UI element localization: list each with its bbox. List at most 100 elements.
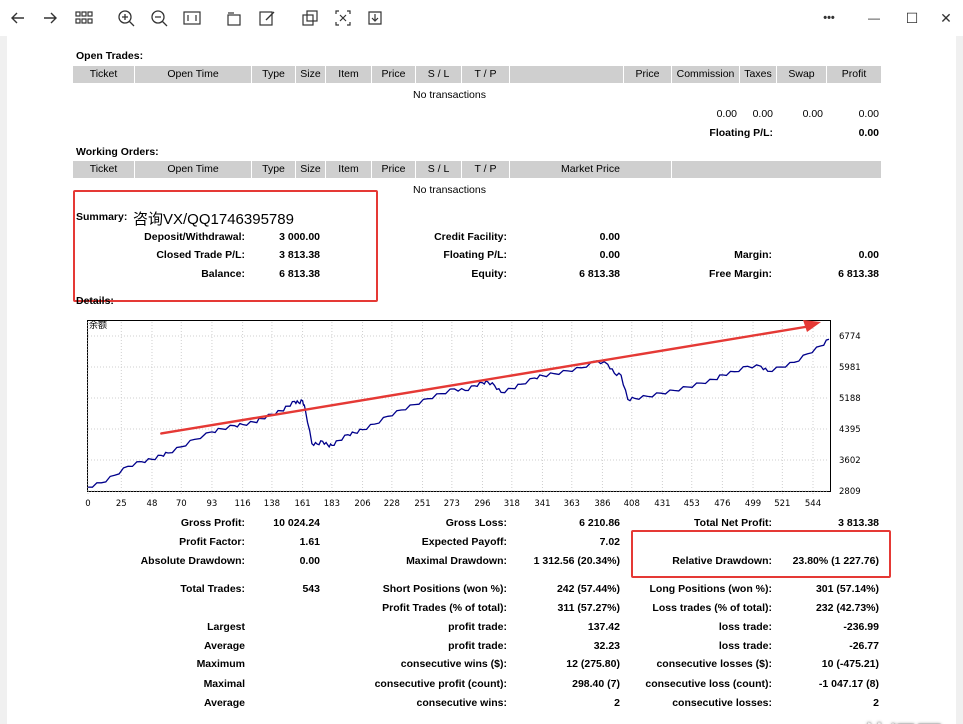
x-tick-label: 431 [654,499,670,509]
grid-view-button[interactable] [72,6,96,30]
balance-chart: 0 25 48 70 93 116 138 161 183 206 228 251 273 296 318 3… [85,319,861,509]
grid-icon [75,11,93,24]
rotate-button[interactable] [222,6,246,30]
profit-trades-label: Profit Trades (% of total): [382,602,507,614]
trend-arrow-line [160,324,813,435]
total-trades-label: Total Trades: [180,583,245,595]
average-profit-value: 32.23 [593,640,620,652]
details-title: Details: [76,295,114,307]
x-tick-label: 341 [534,499,550,509]
zoom-out-icon [151,10,168,27]
col-price-2: Price [624,66,672,83]
x-tick-label: 138 [264,499,280,509]
open-floating-value: 0.00 [858,127,879,139]
zoom-in-button[interactable] [114,6,138,30]
equity-value: 6 813.38 [579,268,620,280]
margin-value: 0.00 [858,249,879,261]
profit-trades-value: 311 (57.27%) [557,602,620,614]
more-button[interactable]: ••• [817,6,841,30]
average-loss-value: -26.77 [849,640,879,652]
back-button[interactable] [6,6,30,30]
col-tp: T / P [462,66,510,83]
x-tick-label: 228 [384,499,400,509]
balance-value: 6 813.38 [279,268,320,280]
maximize-icon: ☐ [905,9,919,26]
copy-icon [302,10,318,26]
fit-page-button[interactable] [180,6,204,30]
abs-drawdown-label: Absolute Drawdown: [140,555,245,567]
x-tick-label: 296 [474,499,490,509]
x-tick-label: 499 [745,499,761,509]
rel-drawdown-label: Relative Drawdown: [672,555,772,567]
save-icon [368,11,382,25]
credit-label: Credit Facility: [434,231,507,243]
avg-cons-wins-value: 2 [614,697,620,709]
deposit-value: 3 000.00 [279,231,320,243]
site-watermark: 518外汇网 [816,716,943,724]
edit-button[interactable] [255,6,279,30]
maximal-profit-label: consecutive profit (count): [374,678,507,690]
col-type: Type [252,66,296,83]
maximize-button[interactable]: ☐ [900,6,924,30]
x-tick-label: 48 [147,499,158,509]
copy-button[interactable] [298,6,322,30]
y-tick-label: 2809 [839,487,861,497]
x-tick-label: 453 [684,499,700,509]
trend-arrow-head [803,320,821,332]
open-trades-header: Ticket Open Time Type Size Item Price S … [73,66,882,83]
forward-button[interactable] [38,6,62,30]
avg-cons-wins-label: consecutive wins: [416,697,507,709]
open-floating-label: Floating P/L: [709,127,773,139]
y-tick-label: 3602 [839,456,861,466]
rel-drawdown-value: 23.80% (1 227.76) [792,555,879,567]
maximal-loss-value: -1 047.17 (8) [818,678,879,690]
y-tick-label: 5981 [839,363,861,373]
total-trades-value: 543 [302,583,320,595]
gross-loss-value: 6 210.86 [579,517,620,529]
viewer-toolbar: ••• — ☐ ✕ [0,0,963,36]
x-tick-label: 0 [85,499,90,509]
forward-icon [44,12,57,24]
x-tick-label: 161 [294,499,310,509]
col-ticket: Ticket [73,66,135,83]
crop-button[interactable] [331,6,355,30]
long-positions-value: 301 (57.14%) [815,583,879,595]
maximal-profit-value: 298.40 (7) [572,678,620,690]
free-margin-label: Free Margin: [708,268,772,280]
y-tick-label: 6774 [839,332,861,342]
max-cons-wins-value: 12 (275.80) [566,658,620,670]
expected-payoff-value: 7.02 [599,536,620,548]
rotate-icon [227,12,241,26]
crop-icon [335,10,351,26]
close-button[interactable]: ✕ [934,6,958,30]
max-drawdown-value: 1 312.56 (20.34%) [533,555,620,567]
minimize-icon: — [868,11,880,25]
floating-value: 0.00 [599,249,620,261]
y-tick-label: 5188 [839,394,861,404]
max-cons-wins-label: consecutive wins ($): [400,658,507,670]
avg-cons-losses-value: 2 [873,697,879,709]
x-tick-label: 363 [564,499,580,509]
back-icon [11,12,24,24]
right-scrollbar[interactable] [956,36,963,724]
zoom-out-button[interactable] [147,6,171,30]
abs-drawdown-value: 0.00 [299,555,320,567]
gross-profit-value: 10 024.24 [273,517,320,529]
summary-title: Summary: [76,211,128,223]
average-loss-label: loss trade: [718,640,772,652]
average-label: Average [203,640,245,652]
working-orders-empty: No transactions [413,184,486,196]
total-commission: 0.00 [716,108,737,120]
total-net-label: Total Net Profit: [694,517,772,529]
short-positions-value: 242 (57.44%) [556,583,620,595]
col-item: Item [326,66,372,83]
x-tick-label: 93 [207,499,218,509]
largest-label: Largest [207,621,245,633]
save-button[interactable] [363,6,387,30]
total-net-value: 3 813.38 [838,517,879,529]
gross-loss-label: Gross Loss: [445,517,507,529]
total-taxes: 0.00 [752,108,773,120]
minimize-button[interactable]: — [862,6,886,30]
deposit-label: Deposit/Withdrawal: [144,231,245,243]
closed-pl-value: 3 813.38 [279,249,320,261]
